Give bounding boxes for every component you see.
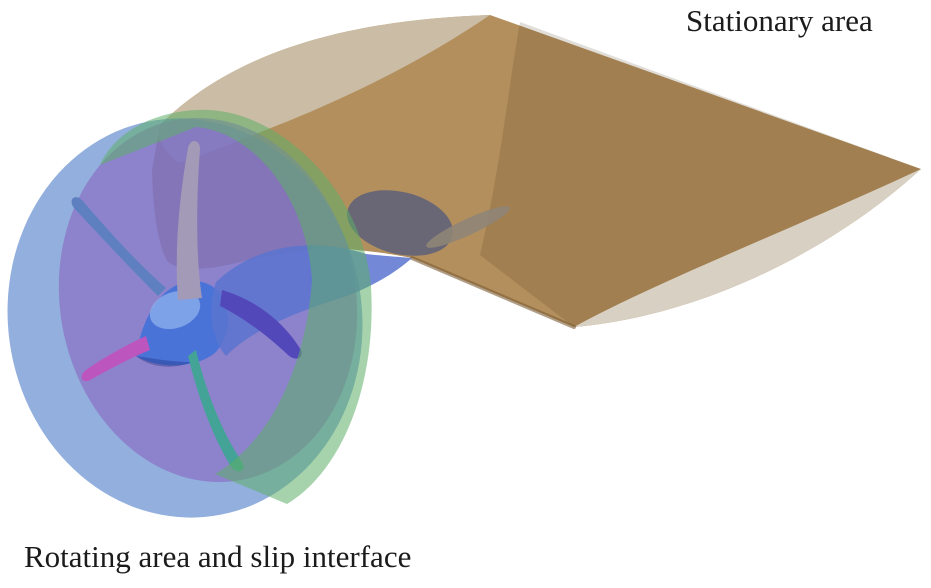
wingtip-section [574,169,921,327]
blade-top [176,140,202,300]
nacelle-silhouette [347,190,453,256]
wing-leading-edge [410,256,576,329]
rotating-area-label: Rotating area and slip interface [24,539,412,574]
wing-group [152,15,921,329]
cylinder-side-band [100,109,372,504]
stationary-area-label: Stationary area [686,3,873,38]
hub-highlight [149,290,201,330]
blade-bottom [188,350,244,472]
blade-upper-left [71,197,166,296]
rotating-region-group [7,109,412,518]
wing-shading-overlay [480,22,921,327]
blade-right [220,290,302,359]
nacelle-shadow [426,206,510,248]
spinner-cone-shadow [136,356,192,367]
blade-left [81,336,150,382]
